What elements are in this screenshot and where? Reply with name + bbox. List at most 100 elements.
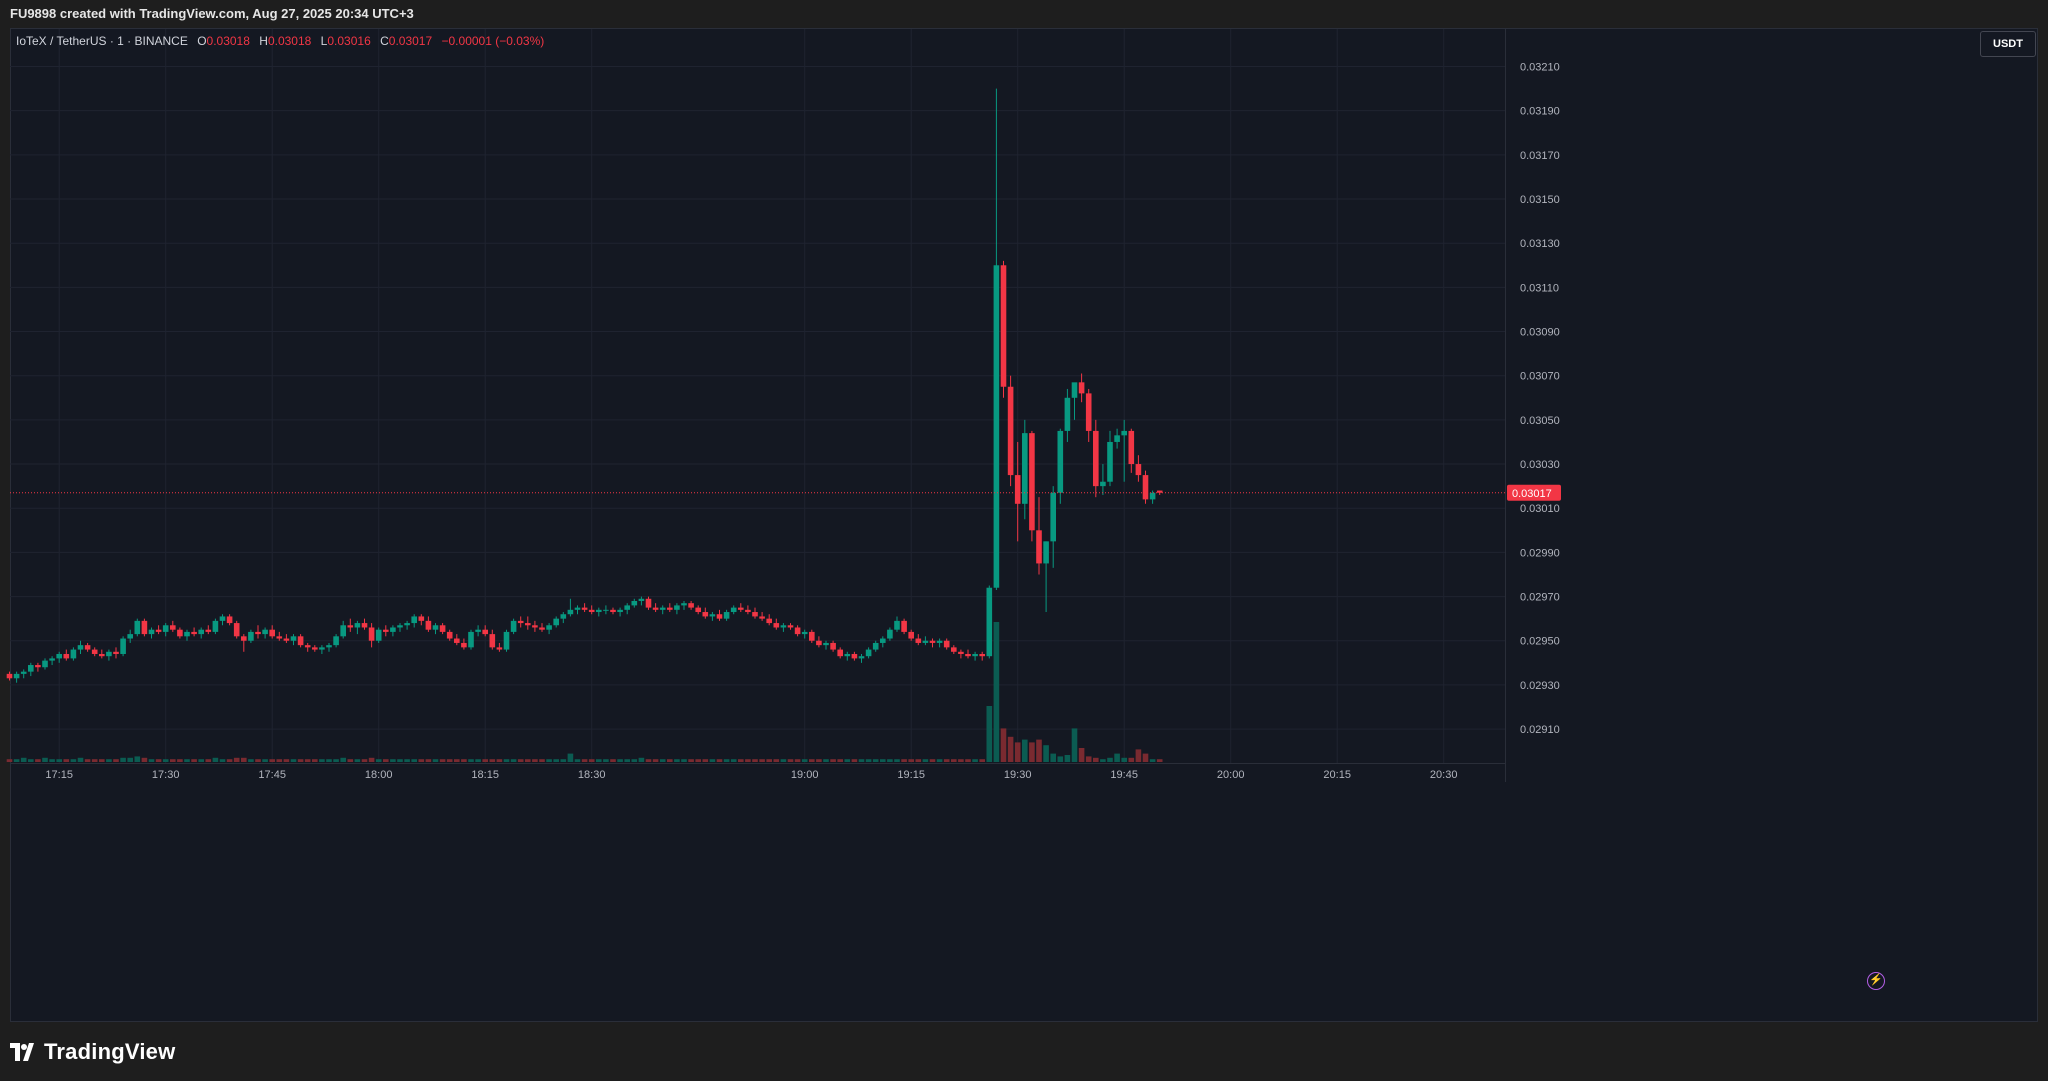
volume-bar [851, 759, 858, 762]
candle-body [915, 638, 922, 643]
attribution-bar: FU9898 created with TradingView.com, Aug… [0, 0, 2048, 28]
price-tick-label: 0.02970 [1520, 592, 1560, 604]
volume-bar [20, 757, 27, 762]
bolt-icon[interactable]: ⚡ [1867, 972, 1885, 990]
volume-bar [283, 759, 290, 762]
candle-body [1128, 430, 1135, 465]
candle-body [177, 629, 183, 637]
volume-bar [489, 759, 496, 762]
candle-body [6, 673, 13, 679]
candle-body [1149, 492, 1156, 500]
high-label: H [259, 34, 268, 48]
volume-bar [361, 759, 368, 762]
candle-body [922, 640, 929, 643]
candle-body [340, 625, 346, 637]
candle-body [290, 636, 297, 641]
candle-body [1071, 382, 1078, 398]
candle-body [766, 618, 772, 624]
price-tick-label: 0.03070 [1520, 371, 1560, 383]
candle-body [901, 620, 907, 632]
volume-bar [1036, 739, 1042, 762]
candle-body [965, 653, 971, 657]
volume-bar [759, 759, 765, 762]
volume-bar [106, 759, 112, 762]
volume-bar [1071, 728, 1078, 762]
volume-bar [887, 759, 893, 762]
tradingview-logo[interactable]: TradingView [10, 1038, 175, 1066]
volume-bar [908, 759, 914, 762]
candle-body [205, 629, 212, 632]
volume-bar [780, 759, 787, 762]
volume-bar [816, 759, 822, 762]
chart-frame[interactable] [10, 28, 2038, 1022]
time-tick-label: 18:00 [365, 769, 393, 781]
candle-body [241, 636, 247, 641]
volume-bar [56, 759, 62, 762]
candle-body [49, 658, 55, 661]
volume-bar [269, 759, 275, 762]
time-tick-label: 19:45 [1110, 769, 1138, 781]
volume-bar [333, 759, 339, 762]
candle-body [56, 653, 62, 659]
candle-body [404, 623, 410, 626]
volume-bar [425, 759, 432, 762]
volume-bar [979, 759, 985, 762]
candle-body [929, 640, 936, 643]
volume-bar [986, 706, 993, 762]
volume-bar [567, 753, 574, 762]
time-axis[interactable]: 17:15 17:30 17:45 18:00 18:15 18:30 19:00 19:15… [45, 769, 1457, 781]
volume-bar [418, 759, 425, 762]
candle-body [255, 631, 261, 635]
volume-bar [276, 759, 283, 762]
time-tick-label: 18:15 [471, 769, 499, 781]
volume-bar [752, 759, 758, 762]
price-tick-label: 0.02910 [1520, 724, 1560, 736]
candle-body [77, 645, 84, 650]
volume-bar [894, 759, 900, 762]
volume-bar [865, 759, 872, 762]
volume-bar [574, 759, 581, 762]
candle-body [368, 627, 375, 641]
volume-bar [49, 759, 55, 762]
symbol-legend[interactable]: IoTeX / TetherUS · 1 · BINANCE O0.03018 … [16, 34, 544, 48]
candle-body [716, 614, 723, 619]
price-tick-label: 0.03130 [1520, 238, 1560, 250]
candle-body [830, 642, 836, 650]
candle-body [794, 627, 801, 635]
volume-bar [375, 759, 382, 762]
candle-body [312, 647, 318, 650]
currency-button[interactable]: USDT [1980, 31, 2036, 57]
candle-body [418, 616, 425, 621]
open-label: O [197, 34, 207, 48]
footer [0, 1022, 2048, 1081]
candle-body [1043, 541, 1049, 564]
candle-body [1107, 441, 1113, 482]
volume-bar [560, 759, 567, 762]
volume-bar [553, 759, 559, 762]
volume-bar [248, 759, 254, 762]
candle-body [226, 616, 233, 624]
price-axis[interactable]: 0.03210 0.03190 0.03170 0.03150 0.03130 0.031… [1520, 62, 1560, 737]
candle-body [823, 642, 829, 646]
candle-body [880, 638, 886, 643]
candle-body [809, 631, 815, 641]
volume-bar [872, 759, 879, 762]
volume-bar [503, 759, 510, 762]
time-tick-label: 20:00 [1217, 769, 1245, 781]
candle-body [1014, 475, 1021, 504]
volume-bar [35, 759, 41, 762]
price-tick-label: 0.03190 [1520, 106, 1560, 118]
volume-bar [170, 759, 176, 762]
candle-body [446, 631, 453, 639]
volume-bar [468, 759, 474, 762]
price-tick-label: 0.03210 [1520, 62, 1560, 74]
candle-body [20, 671, 27, 674]
price-tick-label: 0.02990 [1520, 547, 1560, 559]
price-tick-label: 0.03010 [1520, 503, 1560, 515]
candle-body [567, 609, 574, 615]
candle-body [454, 638, 460, 643]
candle-body [262, 629, 268, 635]
volume-bar [496, 759, 503, 762]
candle-body [1078, 382, 1085, 394]
